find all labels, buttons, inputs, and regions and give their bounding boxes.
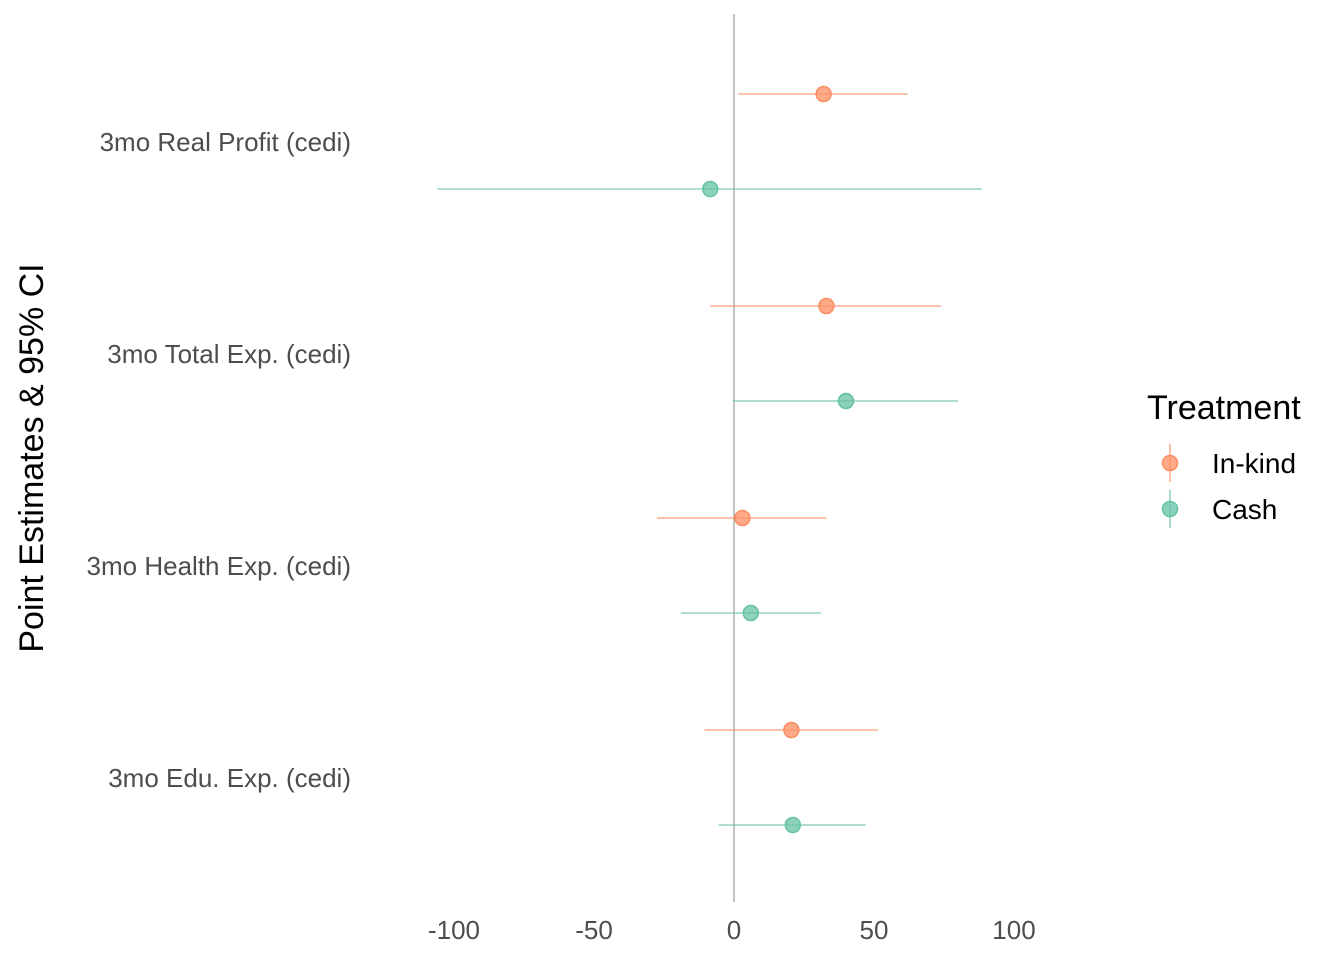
x-tick-label-2: -50 [575,915,613,945]
in-kind-point-1 [815,85,832,103]
legend-label-cash: Cash [1212,494,1277,525]
legend-key-point-in-kind [1161,454,1179,472]
category-label-4: 3mo Edu. Exp. (cedi) [108,763,351,793]
x-tick-label-3: 0 [727,915,741,945]
legend-key-point-cash [1161,500,1179,518]
category-label-3: 3mo Health Exp. (cedi) [87,551,351,581]
x-tick-label-1: -100 [428,915,480,945]
plot-marks-group [437,85,982,834]
cash-point-1 [701,180,719,198]
x-tick-label-4: 50 [860,915,889,945]
in-kind-point-3 [734,509,751,527]
in-kind-point-2 [818,297,835,315]
legend-title: Treatment [1147,389,1301,427]
legend: Treatment In-kind Cash [1147,389,1301,528]
cash-point-3 [742,604,760,622]
in-kind-point-4 [783,721,800,739]
category-label-2: 3mo Total Exp. (cedi) [107,339,351,369]
x-tick-label-5: 100 [992,915,1035,945]
cash-point-2 [837,392,855,410]
x-tick-labels-group: -100 -50 0 50 100 [428,915,1036,945]
category-labels-group: 3mo Real Profit (cedi) 3mo Total Exp. (ce… [87,127,351,793]
cash-point-4 [784,816,802,834]
legend-label-in-kind: In-kind [1212,448,1296,479]
y-axis-title: Point Estimates & 95% CI [13,263,51,652]
category-label-1: 3mo Real Profit (cedi) [100,127,351,157]
